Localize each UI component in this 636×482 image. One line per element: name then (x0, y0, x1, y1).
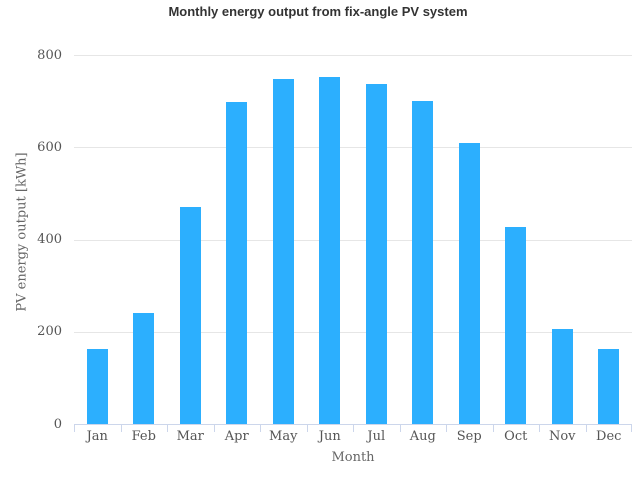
x-tick-label-may: May (269, 429, 298, 444)
x-tick-mark (306, 424, 308, 432)
x-tick-mark (260, 424, 261, 432)
x-tick-label-jun: Jun (318, 429, 341, 444)
x-tick-mark (353, 424, 354, 432)
x-tick-mark (446, 424, 447, 432)
bar-oct[interactable] (505, 226, 527, 424)
y-tick-label-400: 400 (37, 232, 62, 247)
bar-nov[interactable] (551, 329, 573, 424)
bar-jun[interactable] (319, 76, 341, 424)
x-tick-mark (539, 424, 540, 432)
plot-area (74, 55, 632, 432)
x-tick-mark (631, 424, 632, 432)
x-tick-label-sep: Sep (456, 429, 482, 444)
y-tick-label-200: 200 (37, 324, 62, 340)
x-tick-label-aug: Aug (409, 429, 436, 444)
x-tick-label-jan: Jan (86, 429, 108, 444)
x-tick-label-oct: Oct (504, 429, 528, 444)
chart-title: Monthly energy output from fix-angle PV … (168, 4, 468, 19)
gridline-800 (74, 55, 632, 56)
x-tick-mark (492, 424, 494, 432)
y-tick-label-800: 800 (37, 47, 62, 63)
bar-aug[interactable] (412, 101, 434, 424)
bar-jan[interactable] (86, 349, 108, 424)
y-tick-label-0: 0 (53, 416, 62, 432)
gridline-400 (74, 239, 632, 241)
x-tick-label-nov: Nov (548, 429, 576, 444)
bar-feb[interactable] (133, 312, 155, 424)
x-tick-mark (585, 424, 587, 432)
x-tick-label-dec: Dec (596, 429, 622, 444)
bar-jul[interactable] (365, 83, 387, 424)
x-tick-mark (399, 424, 401, 432)
x-axis-title: Month (331, 450, 375, 465)
bar-mar[interactable] (179, 206, 201, 424)
x-tick-mark (213, 424, 215, 432)
x-tick-label-feb: Feb (131, 429, 156, 444)
bar-apr[interactable] (226, 102, 248, 424)
x-tick-mark (120, 424, 122, 432)
x-tick-label-jul: Jul (367, 429, 386, 444)
bar-sep[interactable] (458, 142, 480, 424)
bar-dec[interactable] (598, 349, 620, 424)
gridline-600 (74, 147, 632, 149)
x-tick-label-mar: Mar (176, 429, 204, 444)
x-tick-label-apr: Apr (224, 429, 249, 444)
x-tick-mark (74, 424, 75, 432)
y-tick-label-600: 600 (37, 139, 62, 155)
x-tick-mark (167, 424, 168, 432)
gridline-200 (74, 331, 632, 333)
bar-may[interactable] (272, 78, 294, 424)
